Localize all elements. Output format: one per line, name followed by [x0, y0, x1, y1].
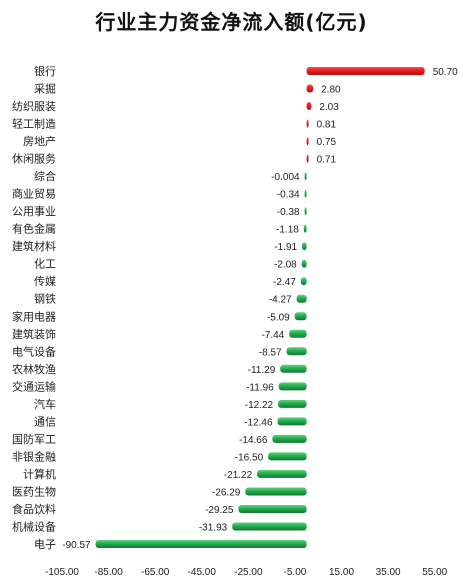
x-tick-label: 55.00	[422, 567, 447, 578]
x-tick-label: 35.00	[376, 567, 401, 578]
value-label: 2.80	[321, 85, 341, 96]
bar	[238, 504, 307, 513]
category-label: 国防军工	[12, 432, 56, 446]
value-label: -2.47	[273, 277, 296, 288]
value-label: -12.46	[244, 417, 273, 428]
value-label: -0.004	[271, 172, 300, 183]
category-label: 传媒	[34, 275, 56, 288]
value-label: -4.27	[269, 295, 292, 306]
value-label: -90.57	[62, 540, 91, 551]
value-label: -0.34	[277, 190, 300, 201]
category-label: 轻工制造	[12, 117, 56, 131]
value-label: -1.18	[276, 225, 299, 236]
bar	[304, 207, 307, 216]
category-label: 交通运输	[12, 379, 56, 393]
value-label: -5.09	[267, 312, 290, 323]
value-label: -11.29	[248, 365, 276, 376]
bar	[95, 540, 307, 548]
value-label: -14.66	[239, 435, 268, 446]
value-label: -26.29	[212, 487, 241, 498]
value-label: -16.50	[235, 452, 264, 463]
bar	[280, 364, 307, 373]
bar	[278, 382, 307, 391]
category-label: 电子	[34, 538, 56, 551]
bar	[272, 434, 307, 443]
category-label: 医药生物	[12, 484, 56, 498]
category-label: 电气设备	[12, 344, 56, 358]
x-tick-label: -45.00	[188, 567, 217, 578]
category-label: 机械设备	[12, 519, 56, 533]
chart-title: 行业主力资金净流入额(亿元)	[95, 10, 368, 34]
bar	[304, 172, 307, 181]
bar	[306, 67, 425, 75]
value-label: 0.71	[317, 155, 337, 166]
value-label: 0.75	[317, 137, 337, 148]
value-label: -0.38	[277, 207, 300, 218]
value-label: 50.70	[433, 67, 458, 78]
category-label: 农林牧渔	[12, 362, 56, 376]
x-tick-label: -25.00	[234, 567, 263, 578]
category-label: 非银金融	[12, 449, 56, 463]
category-label: 家用电器	[12, 309, 56, 323]
value-label: -31.93	[199, 522, 228, 533]
bar	[245, 487, 307, 496]
category-label: 计算机	[23, 467, 56, 481]
bar	[277, 417, 307, 426]
value-label: -8.57	[259, 347, 282, 358]
category-label: 通信	[34, 415, 56, 428]
category-label: 公用事业	[12, 205, 56, 218]
value-label: -11.96	[246, 382, 274, 393]
category-label: 食品饮料	[12, 502, 56, 516]
category-label: 纺织服装	[12, 99, 56, 113]
bar	[306, 119, 309, 128]
x-tick-label: -65.00	[141, 567, 170, 578]
bar	[306, 137, 309, 146]
bar	[286, 347, 307, 356]
bar	[268, 452, 307, 461]
x-tick-label: -105.00	[45, 567, 79, 578]
bar	[289, 329, 307, 338]
category-label: 房地产	[23, 134, 56, 148]
bar	[303, 224, 307, 233]
bar	[300, 277, 307, 286]
category-label: 建筑材料	[12, 239, 56, 253]
category-label: 有色金属	[12, 222, 56, 236]
category-label: 休闲服务	[12, 152, 56, 166]
category-label: 建筑装饰	[12, 327, 56, 341]
bar	[232, 522, 307, 531]
bar	[296, 294, 307, 303]
value-label: -2.08	[274, 260, 297, 271]
bar	[306, 102, 312, 111]
x-tick-label: 15.00	[329, 567, 354, 578]
value-label: -1.91	[274, 242, 297, 253]
category-label: 商业贸易	[12, 187, 56, 201]
bar	[306, 84, 314, 93]
category-label: 采掘	[34, 82, 56, 96]
bar	[302, 242, 307, 251]
value-label: -12.22	[245, 400, 274, 411]
bar	[304, 189, 307, 198]
bar	[278, 399, 307, 408]
bar	[294, 312, 307, 321]
category-label: 钢铁	[34, 293, 56, 306]
x-tick-label: -85.00	[94, 567, 123, 578]
category-label: 银行	[34, 64, 56, 78]
value-label: 2.03	[319, 102, 339, 113]
category-label: 汽车	[34, 397, 56, 411]
value-label: -7.44	[261, 330, 284, 341]
bar	[257, 469, 307, 478]
x-tick-label: -5.00	[284, 567, 307, 578]
value-label: -21.22	[224, 470, 253, 481]
category-label: 综合	[34, 169, 56, 183]
category-label: 化工	[34, 257, 56, 271]
value-label: -29.25	[205, 505, 234, 516]
value-label: 0.81	[317, 120, 337, 131]
bar	[301, 259, 307, 268]
bar	[306, 154, 309, 163]
